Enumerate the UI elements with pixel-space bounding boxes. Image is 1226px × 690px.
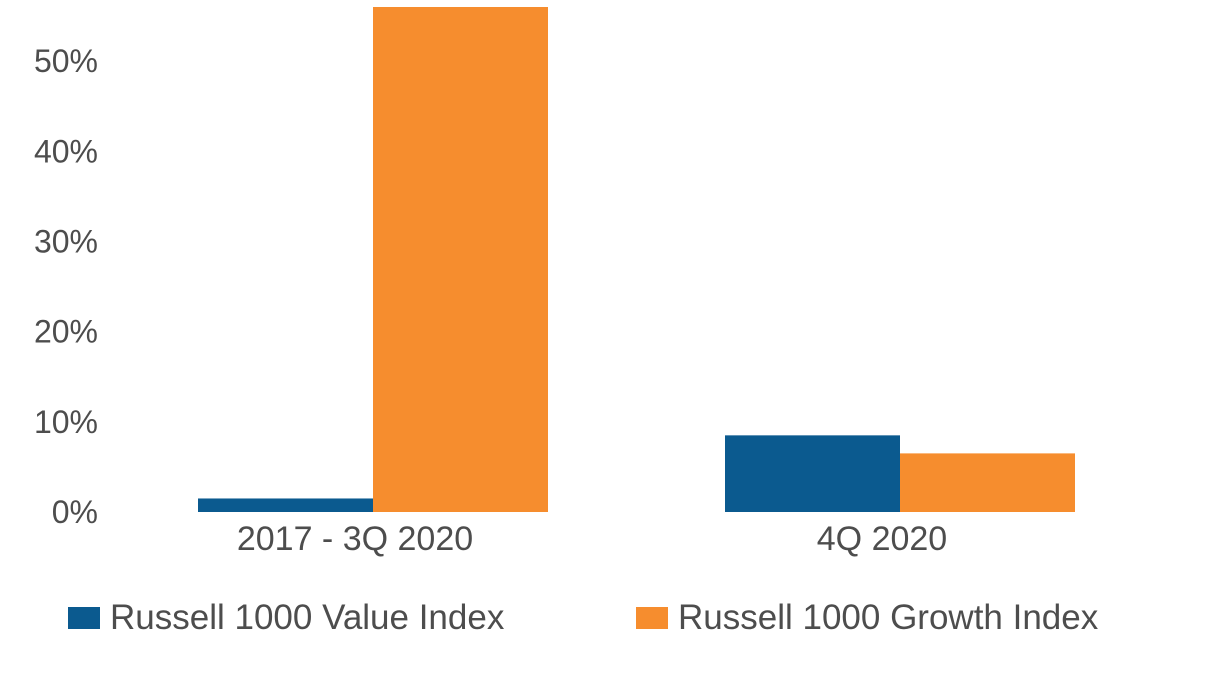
legend-swatch-growth xyxy=(636,607,668,629)
bars xyxy=(198,7,1075,512)
bar-growth-2 xyxy=(900,453,1075,512)
legend-item-growth: Russell 1000 Growth Index xyxy=(636,590,1098,646)
bar-value-1 xyxy=(198,498,373,512)
legend-label-value: Russell 1000 Value Index xyxy=(110,598,505,637)
legend-label-growth: Russell 1000 Growth Index xyxy=(678,598,1099,637)
x-category-label: 2017 - 3Q 2020 xyxy=(237,520,473,558)
x-category-label: 4Q 2020 xyxy=(817,520,947,558)
bar-growth-1 xyxy=(373,7,548,512)
legend-swatch-value xyxy=(68,607,100,629)
y-axis: 0% 10% 20% 30% 40% 50% xyxy=(34,43,98,530)
bar-value-2 xyxy=(725,435,900,512)
y-tick-label: 30% xyxy=(34,223,98,259)
y-tick-label: 0% xyxy=(52,494,98,530)
legend: Russell 1000 Value Index Russell 1000 Gr… xyxy=(0,590,1226,650)
legend-item-value: Russell 1000 Value Index xyxy=(68,590,504,646)
y-tick-label: 20% xyxy=(34,314,98,350)
y-tick-label: 50% xyxy=(34,43,98,79)
x-axis: 2017 - 3Q 2020 4Q 2020 xyxy=(237,520,947,558)
y-tick-label: 10% xyxy=(34,404,98,440)
y-tick-label: 40% xyxy=(34,133,98,169)
